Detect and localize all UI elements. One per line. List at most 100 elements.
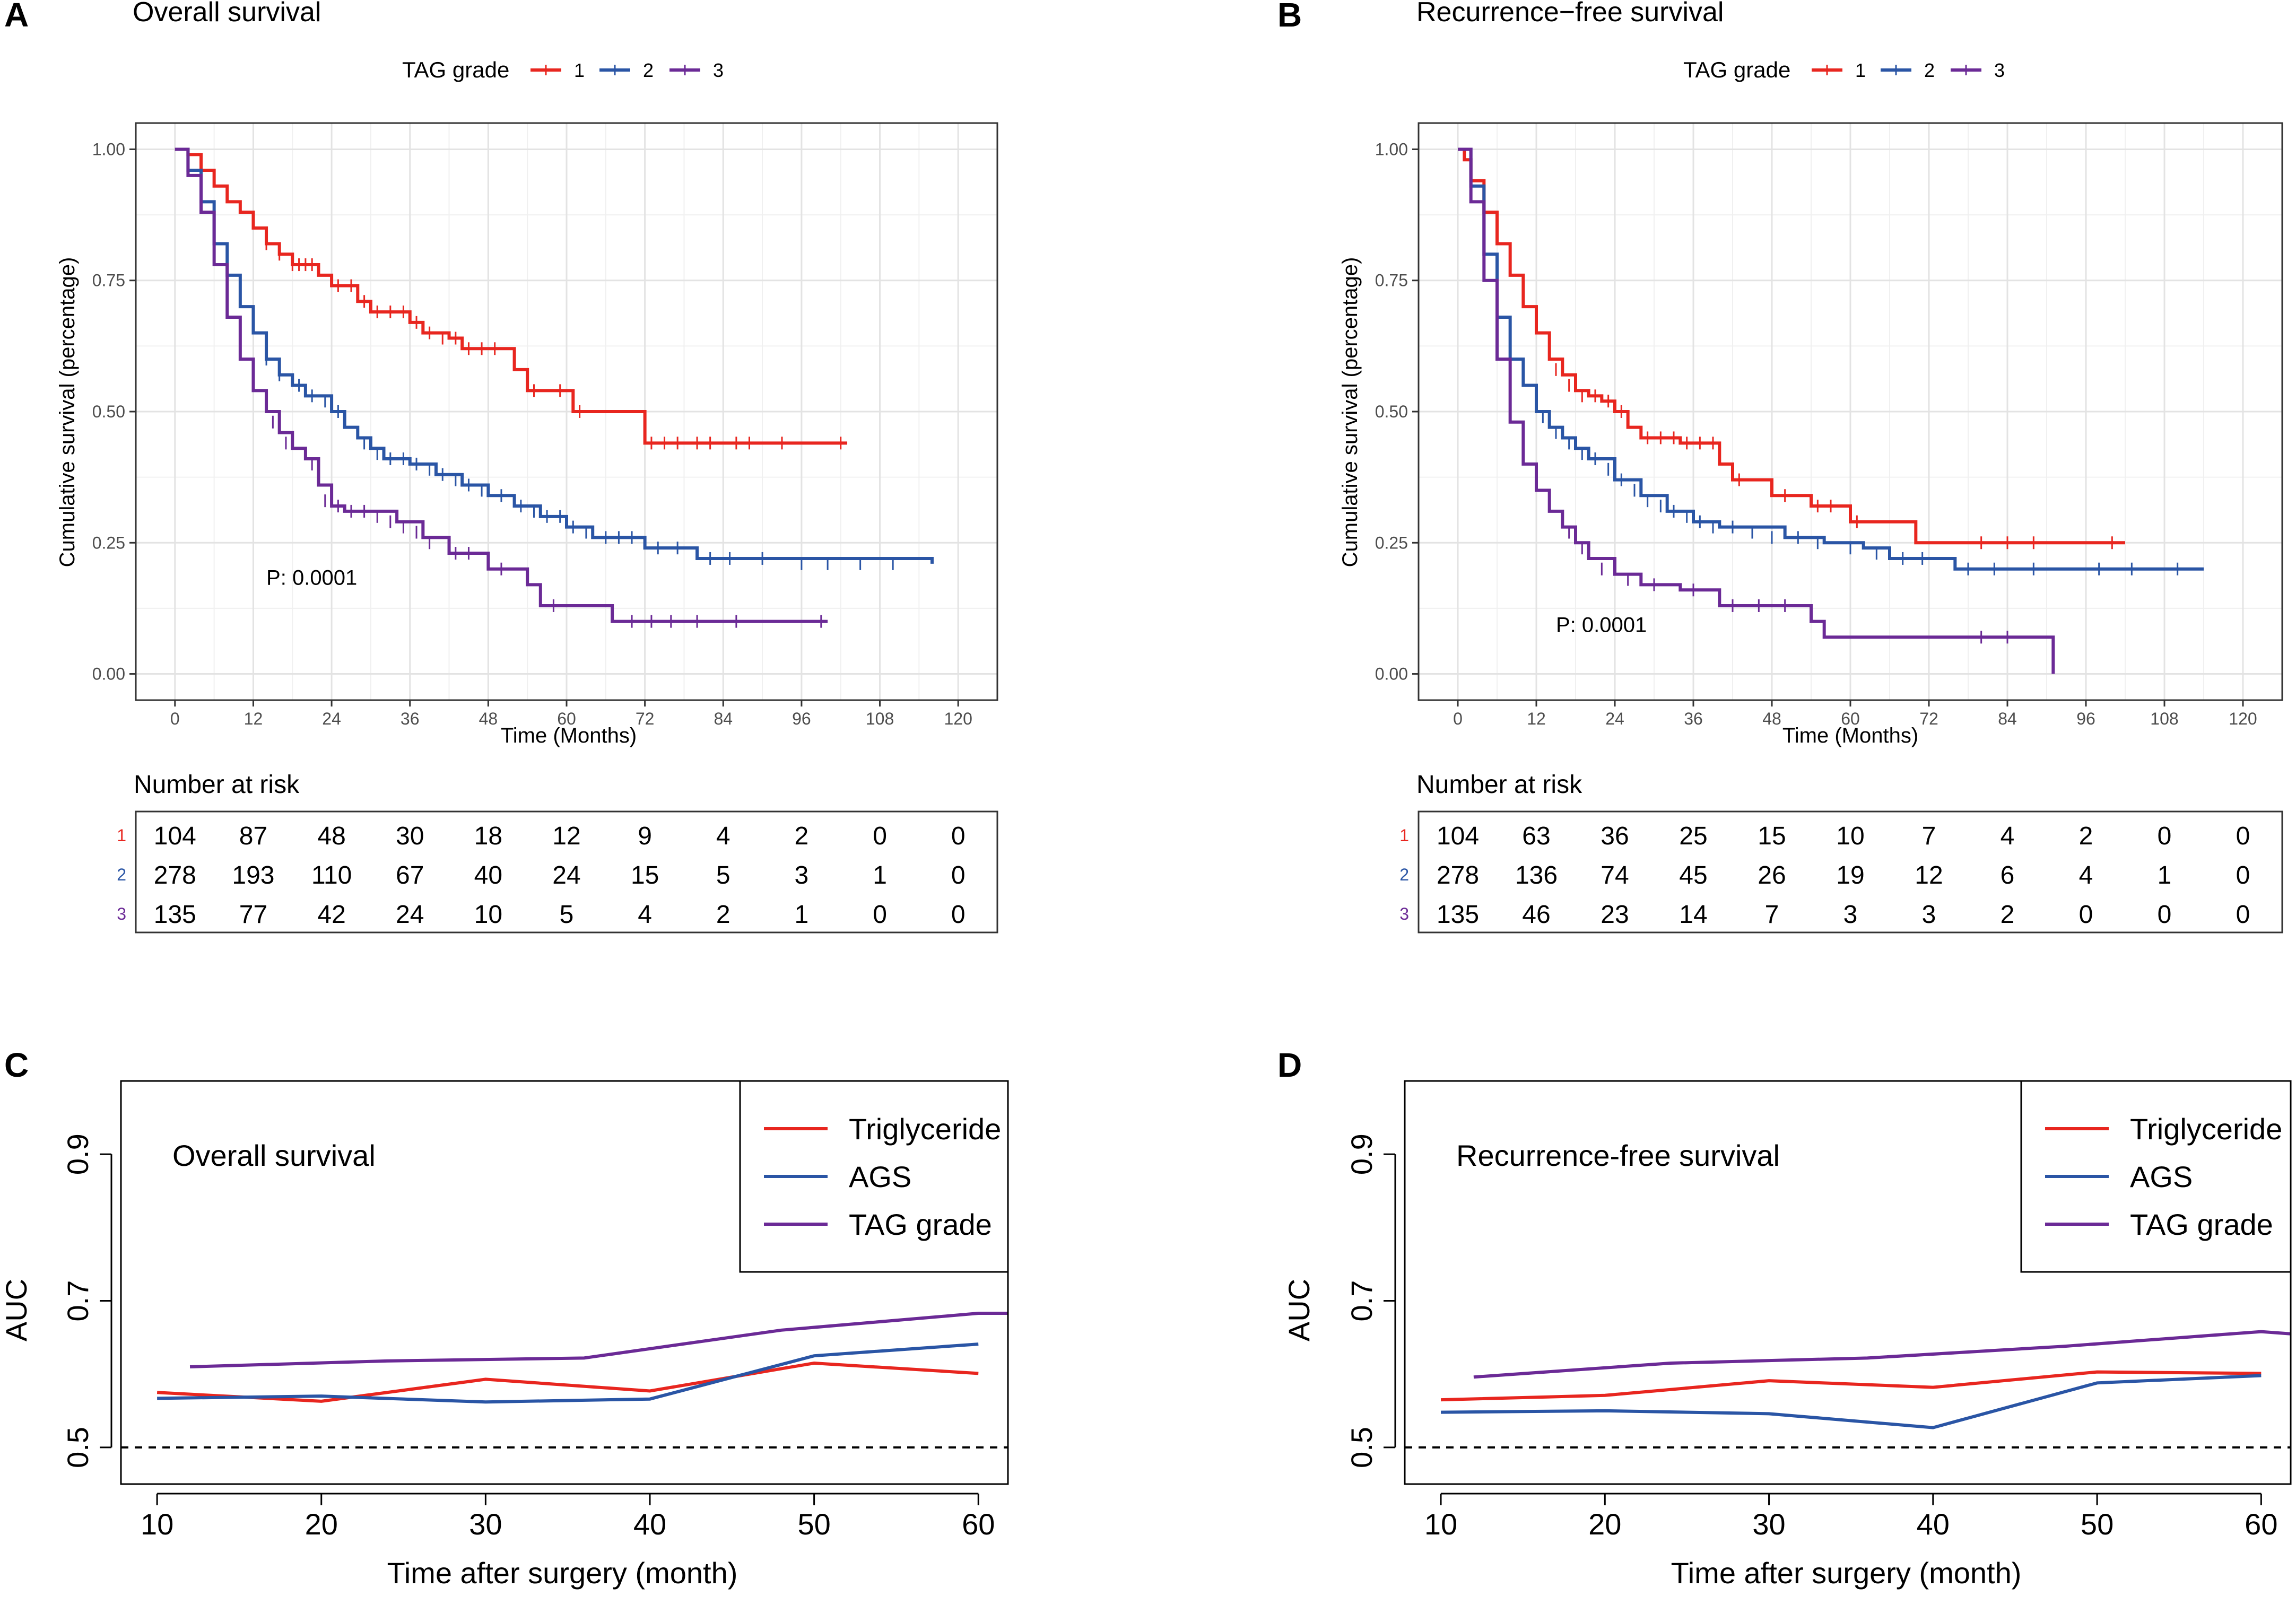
panel-a-risk-cell: 24 bbox=[552, 861, 580, 889]
panel-b-risk-cell: 7 bbox=[1922, 822, 1936, 850]
panel-b-risk-row-label-2: 2 bbox=[1399, 865, 1409, 884]
panel-a-risk-cell: 104 bbox=[154, 822, 196, 850]
panel-b-x-tick-label: 0 bbox=[1453, 709, 1463, 728]
panel-b-y-tick-label: 0.75 bbox=[1375, 271, 1408, 290]
panel-b-x-tick-label: 84 bbox=[1998, 709, 2017, 728]
panel-a-risk-cell: 40 bbox=[474, 861, 502, 889]
panel-b-risk-cell: 26 bbox=[1758, 861, 1786, 889]
panel-b-risk-cell: 10 bbox=[1836, 822, 1864, 850]
panel-a-curve-grade-1 bbox=[175, 147, 848, 445]
panel-d-x-tick-label: 50 bbox=[2081, 1507, 2114, 1541]
panel-d-line-ags bbox=[1441, 1374, 2262, 1429]
panel-d-legend-label: Triglyceride bbox=[2130, 1112, 2282, 1146]
panel-b-legend: TAG grade 1 2 3 bbox=[1683, 57, 2005, 82]
panel-c-legend-label: Triglyceride bbox=[849, 1112, 1001, 1146]
panel-d-plot: 0.5 0.7 0.9 10 20 30 40 50 60 Recurrence-free sur… bbox=[1345, 1080, 2292, 1541]
panel-b-curve-grade-2 bbox=[1458, 147, 2204, 571]
panel-a-risk-cell: 0 bbox=[873, 822, 887, 850]
panel-d-legend-label: TAG grade bbox=[2130, 1208, 2273, 1241]
panel-c-line-triglyceride bbox=[156, 1361, 979, 1403]
panel-b-risk-cell: 3 bbox=[1922, 901, 1936, 929]
panel-b-risk-cell: 2 bbox=[2001, 901, 2015, 929]
panel-a-risk-cell: 10 bbox=[474, 901, 502, 929]
panel-a-risk-cell: 77 bbox=[239, 901, 267, 929]
panel-a-plot-border bbox=[135, 122, 998, 701]
panel-b-risk-cell: 136 bbox=[1515, 861, 1558, 889]
panel-a-x-tick-label: 72 bbox=[636, 709, 655, 728]
panel-a-risk-cell: 2 bbox=[716, 901, 730, 929]
panel-d-ylabel: AUC bbox=[1282, 1279, 1316, 1341]
panel-b-risk-table: 1 104 63 36 25 15 10 7 4 2 0 02 278 136 74 45 26 19 12 6 4 1 0… bbox=[1399, 810, 2283, 934]
panel-c-y-tick-label: 0.5 bbox=[61, 1427, 94, 1468]
panel-c-x-tick-label: 40 bbox=[633, 1507, 666, 1541]
panel-d-y-tick-label: 0.9 bbox=[1345, 1133, 1378, 1175]
panel-a-x-tick-label: 96 bbox=[792, 709, 811, 728]
panel-c-inner-title: Overall survival bbox=[172, 1139, 376, 1172]
panel-c-x-tick-label: 50 bbox=[797, 1507, 830, 1541]
panel-b-y-tick-label: 1.00 bbox=[1375, 139, 1408, 159]
panel-d-x-tick-label: 10 bbox=[1424, 1507, 1457, 1541]
panel-a-legend-label-1: 1 bbox=[574, 59, 585, 81]
panel-d-inner-title: Recurrence-free survival bbox=[1456, 1139, 1780, 1172]
panel-b-risk-cell: 12 bbox=[1915, 861, 1943, 889]
panel-b-legend-label-3: 3 bbox=[1994, 59, 2005, 81]
panel-b-risk-cell: 19 bbox=[1836, 861, 1864, 889]
panel-a-risk-row-label-1: 1 bbox=[117, 826, 126, 845]
panel-b-risk-cell: 46 bbox=[1522, 901, 1550, 929]
panel-a-risk-row-label-2: 2 bbox=[117, 865, 126, 884]
panel-b-ylabel: Cumulative survival (percentage) bbox=[1338, 257, 1362, 568]
panel-a-x-tick-label: 12 bbox=[244, 709, 263, 728]
panel-b-x-tick-label: 60 bbox=[1841, 709, 1860, 728]
panel-d-x-tick-label: 30 bbox=[1752, 1507, 1785, 1541]
panel-a-risk-cell: 193 bbox=[232, 861, 274, 889]
panel-c-ylabel: AUC bbox=[0, 1279, 33, 1341]
panel-a-risk-cell: 1 bbox=[873, 861, 887, 889]
panel-b-curve-grade-3 bbox=[1458, 147, 2055, 674]
panel-a-risk-table-border bbox=[135, 810, 998, 934]
panel-b-risk-cell: 15 bbox=[1758, 822, 1786, 850]
panel-b-y-tick-label: 0.50 bbox=[1375, 402, 1408, 421]
panel-b-risk-cell: 0 bbox=[2236, 822, 2250, 850]
panel-b-risk-cell: 6 bbox=[2001, 861, 2015, 889]
panel-b-legend-title: TAG grade bbox=[1683, 57, 1790, 82]
panel-c-line-ags bbox=[157, 1342, 979, 1404]
panel-b-legend-label-1: 1 bbox=[1855, 59, 1866, 81]
panel-b-risk-row-label-3: 3 bbox=[1399, 904, 1409, 923]
panel-a-title: Overall survival bbox=[133, 0, 321, 28]
panel-a-y-tick-label: 0.50 bbox=[92, 402, 125, 421]
panel-b-legend-label-2: 2 bbox=[1924, 59, 1935, 81]
panel-b-y-tick-label: 0.00 bbox=[1375, 665, 1408, 684]
panel-b-risk-cell: 25 bbox=[1679, 822, 1707, 850]
panel-d-plot-border bbox=[1404, 1080, 2292, 1485]
panel-c-plot-border bbox=[120, 1080, 1009, 1485]
panel-c-y-tick-label: 0.7 bbox=[61, 1280, 94, 1322]
panel-a-risk-row-label-3: 3 bbox=[117, 904, 126, 923]
panel-a-risk-cell: 5 bbox=[716, 861, 730, 889]
panel-a: A Overall survival TAG grade 1 2 3 0 12 24… bbox=[4, 0, 998, 934]
panel-a-risk-cell: 3 bbox=[795, 861, 809, 889]
panel-b-risk-cell: 4 bbox=[2079, 861, 2093, 889]
panel-a-risk-cell: 18 bbox=[474, 822, 502, 850]
panel-b-risk-cell: 23 bbox=[1601, 901, 1629, 929]
panel-a-risk-cell: 2 bbox=[795, 822, 809, 850]
panel-b-risk-cell: 135 bbox=[1437, 901, 1479, 929]
panel-a-x-tick-label: 48 bbox=[479, 709, 498, 728]
panel-d-line-tag-grade bbox=[1473, 1330, 2291, 1379]
panel-b-risk-cell: 14 bbox=[1679, 901, 1707, 929]
panel-a-risk-cell: 9 bbox=[638, 822, 652, 850]
panel-d-y-tick-label: 0.7 bbox=[1345, 1280, 1378, 1322]
panel-a-legend-title: TAG grade bbox=[402, 57, 509, 82]
panel-a-p-value: P: 0.0001 bbox=[266, 566, 357, 589]
panel-a-x-tick-label: 60 bbox=[557, 709, 576, 728]
panel-b-risk-cell: 63 bbox=[1522, 822, 1550, 850]
panel-b-risk-cell: 0 bbox=[2158, 901, 2172, 929]
panel-a-legend-label-2: 2 bbox=[643, 59, 654, 81]
panel-a-x-tick-label: 120 bbox=[944, 709, 972, 728]
panel-a-curve-grade-2 bbox=[175, 147, 934, 564]
panel-b-x-tick-label: 72 bbox=[1919, 709, 1938, 728]
panel-c-x-tick-label: 20 bbox=[305, 1507, 338, 1541]
panel-a-risk-cell: 15 bbox=[631, 861, 659, 889]
panel-d-label: D bbox=[1277, 1046, 1302, 1084]
panel-b-label: B bbox=[1277, 0, 1302, 34]
panel-b-x-tick-label: 96 bbox=[2076, 709, 2095, 728]
